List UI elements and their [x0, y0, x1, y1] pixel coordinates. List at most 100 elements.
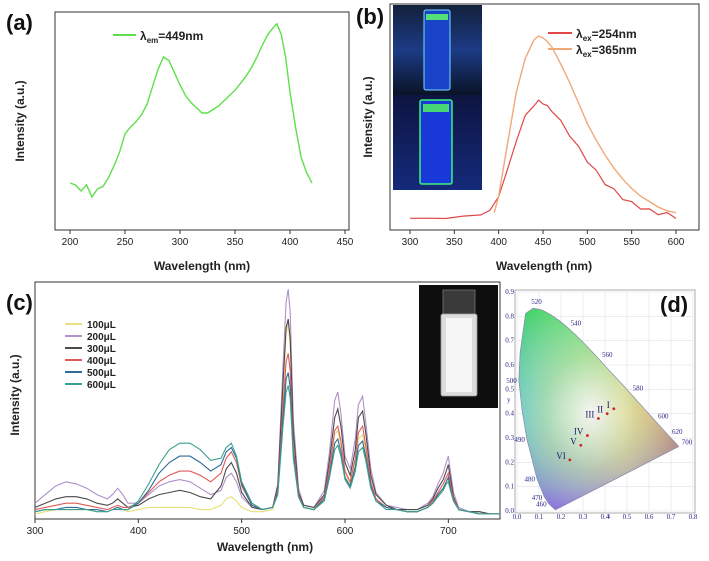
panel-a-x-ticks: 200 250 300 350 400 450: [62, 230, 354, 248]
panel-b-xtick-label: 300: [402, 237, 419, 248]
panel-a: (a) 200 250 300 350 400 450 Wavelength (nm) I…: [6, 10, 354, 273]
cuvette-top: [423, 9, 451, 91]
panel-c-series-line: [34, 385, 500, 515]
panel-d-xtick-label: 0.5: [623, 513, 632, 521]
cie-point: [586, 434, 589, 437]
cie-locus-label: 620: [672, 428, 683, 436]
cie-point: [597, 417, 600, 420]
panel-b-x-ticks: 300 350 400 450 500 550 600: [402, 230, 685, 248]
panel-c-series-lines: [34, 289, 500, 515]
cie-locus-label: 600: [658, 412, 669, 420]
panel-b-xlabel: Wavelength (nm): [496, 259, 592, 273]
panel-a-xtick-label: 350: [227, 237, 244, 248]
panel-d-ytick-label: 0.5: [505, 385, 514, 393]
panel-d-label: (d): [660, 292, 688, 317]
panel-d-ytick-label: 0.1: [505, 483, 514, 491]
panel-b-legend-label-254: λex=254nm: [576, 27, 637, 43]
cie-locus-label: 500: [506, 377, 517, 385]
panel-a-xtick-label: 300: [172, 237, 189, 248]
panel-b-xtick-label: 400: [490, 237, 507, 248]
panel-a-xtick-label: 450: [337, 237, 354, 248]
cie-point: [579, 443, 583, 447]
panel-d-xtick-label: 0.2: [557, 513, 566, 521]
cie-locus-label: 540: [571, 320, 582, 328]
cuvette-cap: [442, 289, 476, 315]
panel-d-ytick-label: 0.4: [505, 410, 514, 418]
panel-c-ylabel: Intensity (a.u.): [8, 354, 22, 435]
cie-locus-label: 700: [682, 439, 693, 447]
cie-point-label: III: [585, 410, 594, 420]
panel-d-xtick-label: 0.1: [535, 513, 544, 521]
panel-c-inset-photo: [419, 285, 498, 408]
panel-d-ytick-label: 0.6: [505, 361, 514, 369]
panel-d-ytick-label: 0.3: [505, 434, 514, 442]
cuvette-top-meniscus: [426, 14, 448, 20]
panel-c-x-ticks: 300 400 500 600 700: [27, 519, 457, 537]
panel-b-xtick-label: 550: [623, 237, 640, 248]
panel-d-ytick-label: 0.7: [505, 337, 514, 345]
panel-c-xlabel: Wavelength (nm): [217, 540, 313, 554]
panel-b-xtick-label: 350: [446, 237, 463, 248]
cie-locus-label: 560: [602, 351, 613, 359]
cie-point-label: V: [570, 436, 577, 446]
panel-d-frame: [514, 289, 696, 514]
cie-point: [568, 458, 572, 462]
panel-a-legend: λem=449nm: [113, 29, 203, 45]
panel-d-xtick-label: 0.6: [645, 513, 654, 521]
panel-d-ytick-label: 0.0: [505, 507, 514, 515]
panel-b-inset-photo: [393, 5, 482, 190]
panel-c-legend-label: 100μL: [87, 320, 116, 331]
panel-d-ylabel: y: [507, 396, 511, 404]
panel-b-series-254-line: [409, 99, 677, 220]
panel-b-label: (b): [356, 4, 384, 29]
cie-locus-label: 470: [532, 494, 543, 502]
panel-d-ytick-label: 0.8: [505, 312, 514, 320]
panel-c-label: (c): [6, 290, 33, 315]
panel-a-xtick-label: 250: [117, 237, 134, 248]
panel-c-legend-label: 500μL: [87, 368, 116, 379]
cie-point: [605, 412, 609, 416]
panel-c-legend-label: 300μL: [87, 344, 116, 355]
cie-locus-label: 460: [536, 501, 547, 509]
panel-c-legend-label: 200μL: [87, 332, 116, 343]
panel-c: (c) 300 400 500 600 700 Wavelength (nm) Inte…: [6, 281, 501, 554]
panel-b-frame: [389, 3, 700, 231]
panel-a-label: (a): [6, 10, 33, 35]
panel-d-xlabel: x: [607, 512, 611, 520]
panel-a-xlabel: Wavelength (nm): [154, 259, 250, 273]
panel-a-frame: [54, 11, 350, 231]
panel-d-axis-ticks: 0.0 0.1 0.2 0.3 0.4 0.5 0.6 0.7 0.8 0.0 0.1 0.2 0.3 0…: [505, 288, 698, 521]
panel-c-frame: [34, 281, 501, 520]
panel-b-series-365-line: [493, 35, 677, 214]
cie-locus-label: 480: [525, 476, 536, 484]
panel-c-xtick-label: 400: [130, 526, 147, 537]
cuvette-bottom-meniscus: [423, 104, 449, 112]
panel-d-ytick-label: 0.2: [505, 458, 514, 466]
cie-locus-label: 520: [531, 298, 542, 306]
cie-point-label: IV: [574, 427, 584, 437]
panel-a-ylabel: Intensity (a.u.): [13, 80, 27, 161]
cuvette-glow: [446, 318, 472, 392]
panel-d-xtick-label: 0.7: [667, 513, 676, 521]
cie-locus-label: 490: [514, 436, 525, 444]
panel-d-xtick-label: 0.8: [689, 513, 698, 521]
panel-d-xtick-label: 0.3: [579, 513, 588, 521]
panel-a-series-line: [69, 22, 313, 199]
cie-point: [612, 407, 616, 411]
cie-locus-outline: [518, 307, 680, 511]
panel-b-ylabel: Intensity (a.u.): [361, 76, 375, 157]
panel-a-xtick-label: 400: [282, 237, 299, 248]
panel-d-ytick-label: 0.9: [505, 288, 514, 296]
panel-d-xtick-label: 0.0: [513, 513, 522, 521]
panel-b-legend: λex=254nm λex=365nm: [548, 27, 637, 59]
panel-b-xtick-label: 500: [579, 237, 596, 248]
panel-b-xtick-label: 600: [668, 237, 685, 248]
panel-a-xtick-label: 200: [62, 237, 79, 248]
cie-point-label: I: [607, 400, 610, 410]
panel-c-legend-label: 400μL: [87, 356, 116, 367]
panel-c-xtick-label: 600: [337, 526, 354, 537]
panel-d-xtick-label: 0.4: [601, 513, 610, 521]
